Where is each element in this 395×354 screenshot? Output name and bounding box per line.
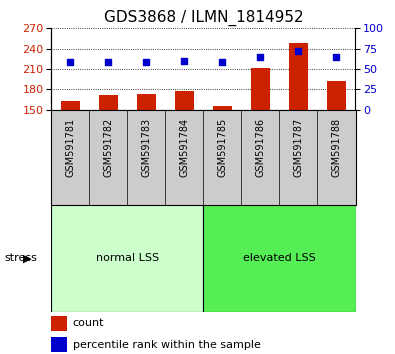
Point xyxy=(295,48,302,54)
Point xyxy=(67,59,73,65)
Text: ▶: ▶ xyxy=(23,253,31,263)
Point xyxy=(219,59,226,65)
Bar xyxy=(289,43,308,110)
Point xyxy=(105,59,111,64)
Bar xyxy=(61,101,80,110)
Point xyxy=(257,54,263,59)
Bar xyxy=(99,95,118,110)
Text: GSM591783: GSM591783 xyxy=(141,118,151,177)
Bar xyxy=(51,337,66,352)
Text: count: count xyxy=(73,318,104,329)
Bar xyxy=(213,106,232,110)
Bar xyxy=(251,68,270,110)
Text: GSM591781: GSM591781 xyxy=(65,118,75,177)
Text: elevated LSS: elevated LSS xyxy=(243,253,316,263)
Text: stress: stress xyxy=(4,253,37,263)
Bar xyxy=(137,94,156,110)
Text: GSM591785: GSM591785 xyxy=(217,118,228,177)
Text: normal LSS: normal LSS xyxy=(96,253,159,263)
Point xyxy=(181,58,188,64)
Text: GSM591782: GSM591782 xyxy=(103,118,113,177)
Title: GDS3868 / ILMN_1814952: GDS3868 / ILMN_1814952 xyxy=(103,9,303,25)
Text: GSM591788: GSM591788 xyxy=(331,118,342,177)
Point xyxy=(143,59,150,64)
Bar xyxy=(51,205,203,312)
Text: GSM591787: GSM591787 xyxy=(293,118,303,177)
Bar xyxy=(175,91,194,110)
Text: percentile rank within the sample: percentile rank within the sample xyxy=(73,339,261,350)
Bar xyxy=(51,316,66,331)
Point xyxy=(333,54,340,59)
Bar xyxy=(327,81,346,110)
Text: GSM591784: GSM591784 xyxy=(179,118,190,177)
Bar xyxy=(203,205,356,312)
Text: GSM591786: GSM591786 xyxy=(256,118,265,177)
